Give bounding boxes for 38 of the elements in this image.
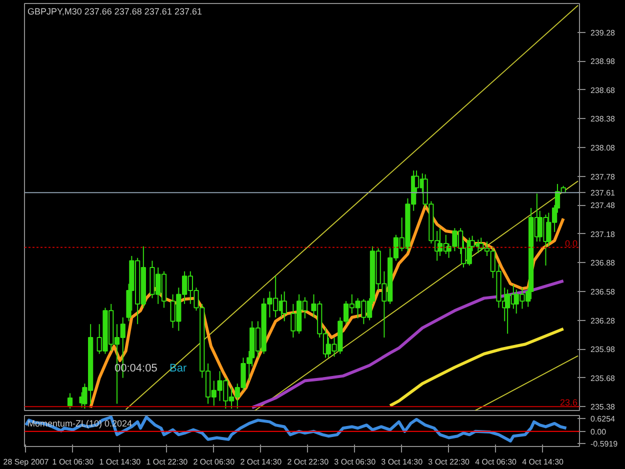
- candlestick: [505, 289, 510, 334]
- annotation: 23.6: [560, 398, 578, 408]
- x-tick-label: 3 Oct 22:30: [428, 458, 470, 466]
- y-tick-label: 237.78: [590, 172, 616, 182]
- y-tick-label: 236.58: [590, 287, 616, 296]
- y-tick-label: 238.68: [590, 86, 616, 95]
- y-tick-label: 238.98: [590, 57, 616, 66]
- y-tick-label: 236.88: [590, 258, 616, 268]
- y-tick-label: 237.48: [590, 201, 616, 210]
- annotation: Bar: [170, 362, 187, 374]
- y-tick-label: -0.5919: [590, 439, 618, 448]
- annotation: 0.0: [564, 238, 578, 248]
- y-tick-label: 235.68: [590, 374, 616, 383]
- y-tick-label: 239.28: [590, 28, 616, 38]
- x-tick-label: 3 Oct 14:30: [381, 458, 424, 466]
- y-tick-label: 0.6254: [590, 414, 616, 424]
- x-tick-label: 1 Oct 22:30: [146, 458, 188, 466]
- y-tick-label: 236.28: [590, 316, 616, 326]
- x-tick-label: 2 Oct 22:30: [287, 458, 330, 466]
- y-tick-label: 238.38: [590, 114, 616, 124]
- y-tick-label: 235.38: [590, 402, 616, 412]
- candlestick: [282, 290, 287, 322]
- y-tick-label: 235.98: [590, 345, 616, 354]
- x-tick-label: 4 Oct 06:30: [475, 458, 518, 466]
- x-tick-label: 1 Oct 06:30: [52, 458, 94, 466]
- y-tick-label: 237.61: [590, 188, 616, 198]
- x-tick-label: 28 Sep 2007: [3, 458, 50, 466]
- y-tick-label: 237.18: [590, 230, 616, 239]
- line-series: [24, 416, 568, 442]
- x-tick-label: 3 Oct 06:30: [334, 458, 376, 466]
- x-tick-label: 2 Oct 14:30: [240, 458, 282, 466]
- x-tick-label: 1 Oct 14:30: [99, 458, 142, 466]
- y-tick-label: 238.08: [590, 143, 616, 152]
- candlestick: [67, 392, 73, 410]
- x-tick-label: 4 Oct 14:30: [522, 458, 564, 466]
- chart-title: GBPJPY,M30 237.66 237.68 237.61 237.61: [28, 6, 202, 16]
- y-tick-label: 0.00: [590, 427, 607, 436]
- x-tick-label: 2 Oct 06:30: [193, 458, 236, 466]
